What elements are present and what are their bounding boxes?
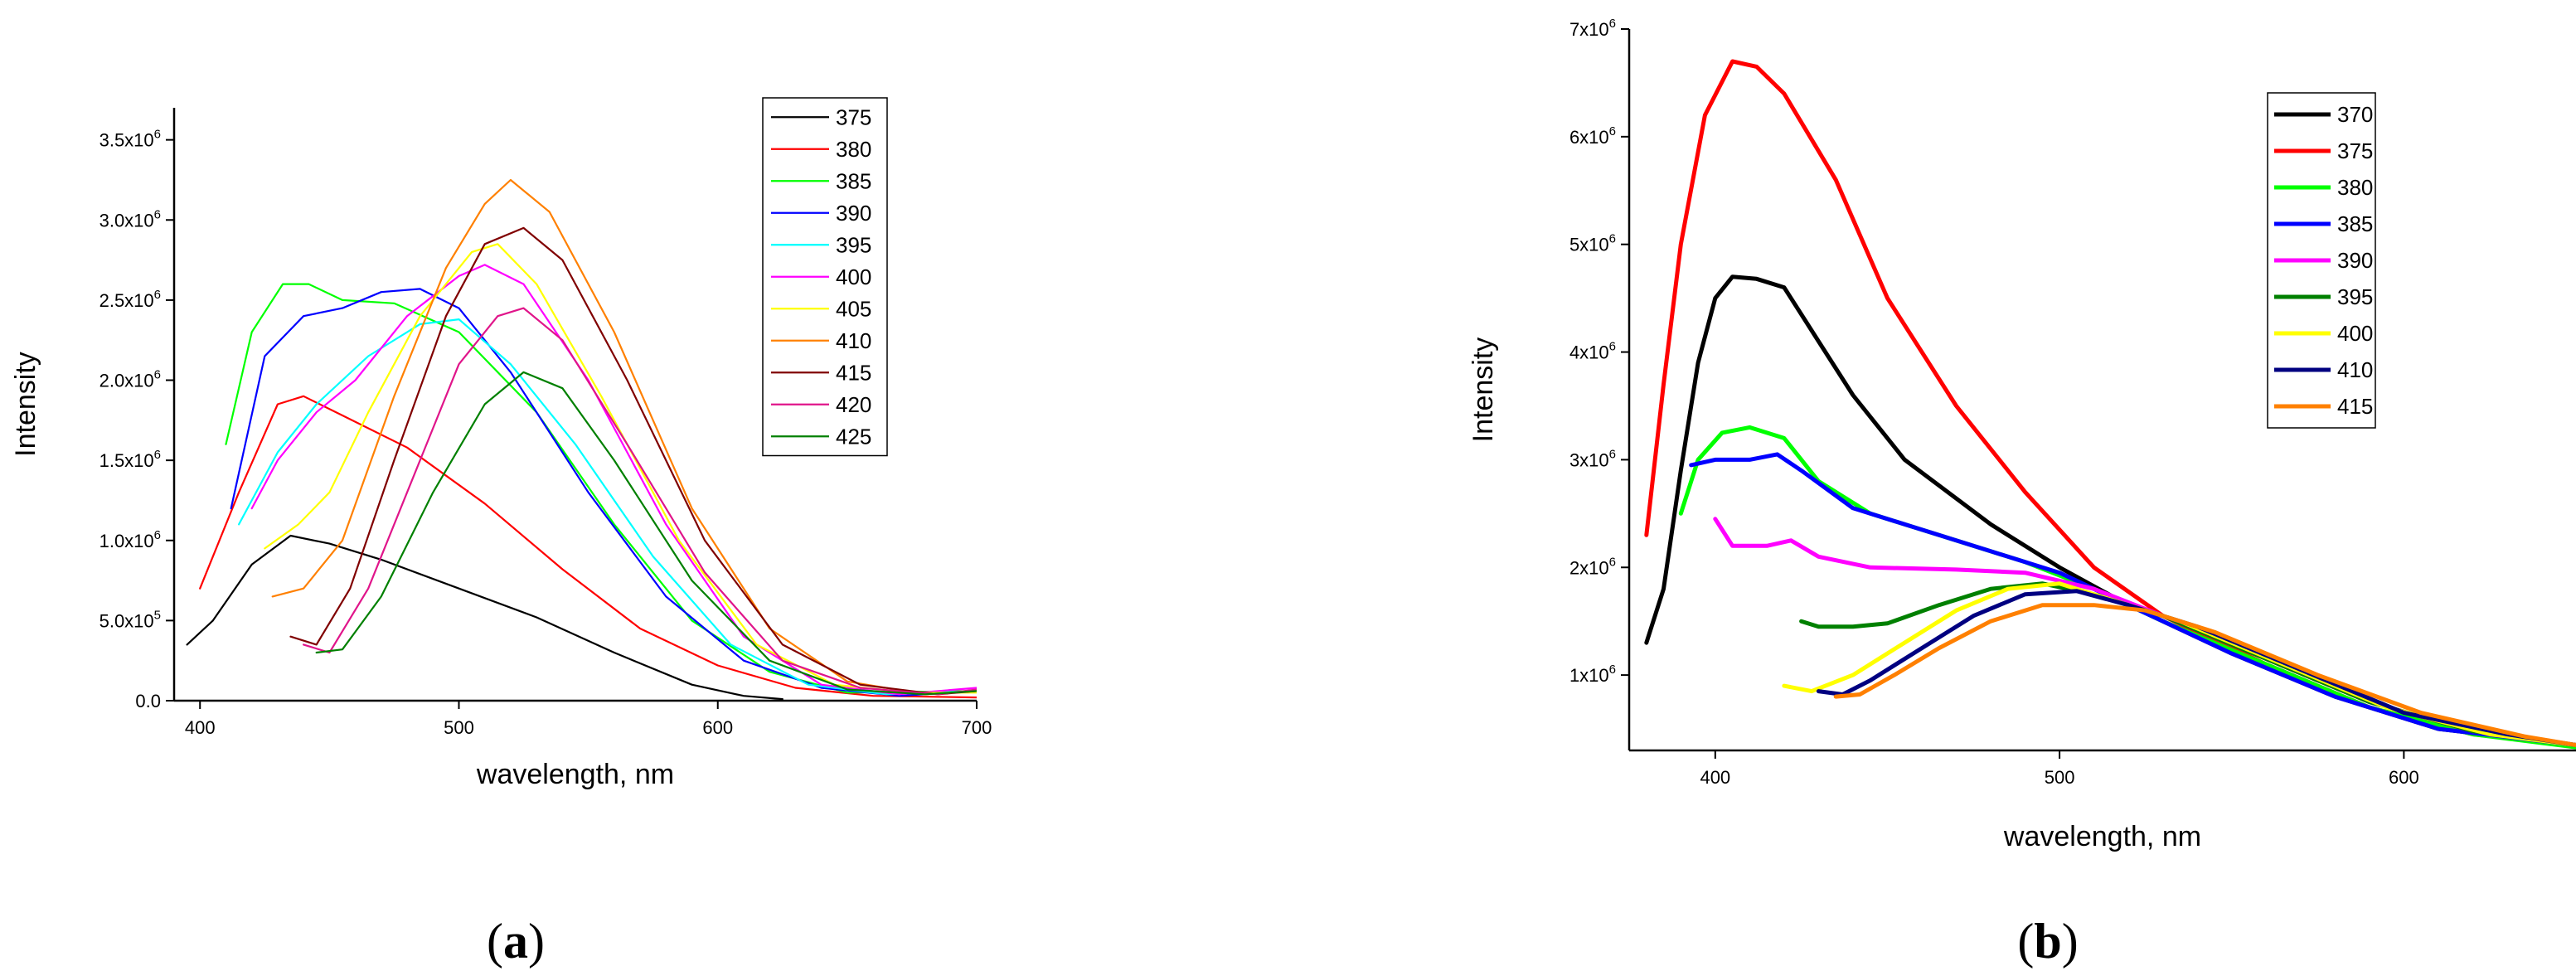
series-line-410: [271, 178, 977, 696]
legend-label: 390: [2337, 248, 2373, 273]
legend-label: 405: [836, 296, 871, 321]
legend-label: 410: [2337, 357, 2373, 382]
series-line-400: [250, 264, 977, 696]
series-line-415: [289, 226, 977, 696]
x-tick-label: 400: [1700, 767, 1730, 788]
y-tick-label: 2.5x106: [99, 288, 161, 311]
panel-label: (a): [487, 914, 545, 969]
panel-label: (b): [2017, 914, 2078, 969]
legend-label: 380: [836, 137, 871, 162]
series-line-375: [1644, 59, 2576, 747]
panel-b-chart: 400 500 600 1x106 2x106 3x106 4x106 5x106 6x106 7…: [1467, 17, 2576, 969]
y-tick-label: 3.0x106: [99, 207, 161, 231]
x-tick-label: 600: [2389, 767, 2419, 788]
legend-label: 390: [836, 201, 871, 226]
y-tick-label: 5x106: [1569, 232, 1616, 255]
legend-label: 375: [836, 104, 871, 129]
series-line-390: [230, 288, 977, 697]
y-axis-title: Intensity: [1467, 337, 1499, 443]
series-line-395: [238, 318, 977, 696]
x-tick-label: 500: [2045, 767, 2075, 788]
x-tick-label: 600: [702, 717, 733, 738]
x-tick-label: 700: [962, 717, 992, 738]
series-line-380: [1678, 425, 2576, 750]
panel-a-chart: 400 500 600 700 0.0 5.0x105 1.0x106 1.5x106 2.0x…: [10, 97, 992, 969]
legend-label: 415: [2337, 394, 2373, 419]
y-tick-label: 3x106: [1569, 447, 1616, 470]
legend-label: 395: [836, 232, 871, 257]
series-line-375: [186, 534, 783, 701]
x-tick-label: 400: [185, 717, 216, 738]
y-tick-label: 2x106: [1569, 555, 1616, 578]
y-tick-label: 1x106: [1569, 663, 1616, 686]
x-tick-label: 500: [444, 717, 474, 738]
y-tick-label: 7x106: [1569, 17, 1616, 40]
legend-label: 420: [836, 392, 871, 417]
legend-label: 400: [2337, 321, 2373, 346]
legend-label: 370: [2337, 102, 2373, 127]
series-line-385: [225, 283, 977, 694]
series-line-385: [1689, 452, 2576, 747]
x-axis-title: wavelength, nm: [2003, 821, 2201, 852]
series-line-370: [1644, 274, 2576, 747]
legend-label: 410: [836, 328, 871, 353]
series-lines: [1644, 59, 2576, 750]
series-lines: [186, 178, 977, 701]
x-axis-title: wavelength, nm: [476, 759, 674, 790]
series-line-425: [315, 371, 977, 696]
legend-label: 385: [836, 168, 871, 193]
y-tick-label: 6x106: [1569, 124, 1616, 148]
legend-label: 380: [2337, 175, 2373, 200]
legend-label: 395: [2337, 284, 2373, 309]
y-tick-label: 2.0x106: [99, 368, 161, 391]
y-axis-title: Intensity: [10, 352, 41, 457]
series-line-415: [1833, 603, 2576, 747]
legend-label: 415: [836, 360, 871, 385]
y-tick-label: 4x106: [1569, 340, 1616, 363]
y-tick-label: 5.0x105: [99, 608, 161, 631]
series-line-420: [303, 307, 977, 696]
y-tick-label: 3.5x106: [99, 128, 161, 151]
series-line-380: [199, 395, 977, 699]
legend-label: 400: [836, 265, 871, 289]
series-line-405: [264, 243, 977, 694]
legend-label: 375: [2337, 138, 2373, 163]
y-tick-label: 1.5x106: [99, 448, 161, 471]
legend-label: 425: [836, 424, 871, 449]
y-tick-label: 0.0: [135, 691, 161, 711]
legend-label: 385: [2337, 211, 2373, 236]
y-tick-label: 1.0x106: [99, 528, 161, 551]
series-line-390: [1713, 517, 2576, 747]
series-line-410: [1816, 589, 2576, 747]
